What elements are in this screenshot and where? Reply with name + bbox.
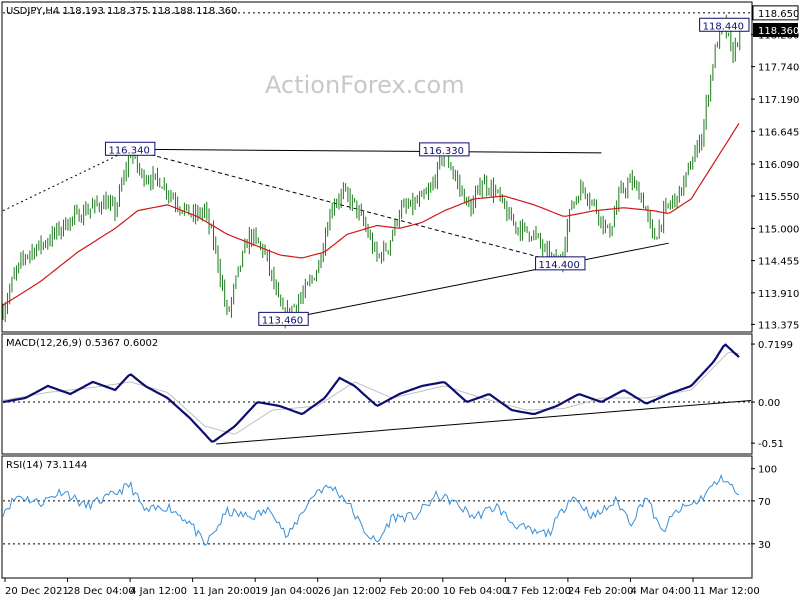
level-price-label: 118.650 — [758, 9, 799, 20]
annotation-box — [104, 141, 156, 156]
x-tick-label: 4 Mar 04:00 — [630, 586, 690, 597]
rsi-line — [2, 474, 740, 547]
price-annotation-5: 118.440 — [699, 17, 750, 32]
rsi-title: RSI(14) 73.1144 — [6, 460, 87, 471]
annotation-label: 114.400 — [539, 260, 580, 271]
level-price-box — [752, 5, 799, 21]
annotation-label: 113.460 — [262, 315, 303, 326]
annotation-label: 118.440 — [703, 21, 744, 32]
watermark: ActionForex.com — [265, 71, 465, 99]
x-tick-label: 26 Jan 12:00 — [318, 586, 381, 597]
y-tick-label: 117.190 — [758, 95, 799, 106]
annotation-box — [419, 142, 470, 157]
y-tick-label: 113.375 — [758, 320, 799, 331]
macd-tick-label: -0.51 — [758, 439, 784, 450]
y-tick-label: 114.455 — [758, 257, 799, 268]
y-tick-label: 115.000 — [758, 224, 799, 235]
price-annotation-2: 116.330 — [419, 142, 470, 157]
macd-panel-frame — [1, 333, 753, 455]
y-tick-label: 116.090 — [758, 160, 799, 171]
level-price-tag: 118.650 — [752, 5, 799, 21]
current-price-box — [753, 22, 798, 37]
annotation-box — [535, 256, 586, 271]
x-tick-label: 20 Dec 2021 — [5, 586, 69, 597]
x-tick-label: 11 Mar 12:00 — [693, 586, 760, 597]
y-tick-label: 117.740 — [758, 63, 799, 74]
rsi-tick-label: 70 — [758, 497, 771, 508]
axis-layer: 113.375 113.910 114.455 115.000 115.550 116.0… — [4, 5, 799, 597]
x-tick-label: 10 Feb 04:00 — [443, 586, 509, 597]
x-tick-label: 24 Feb 20:00 — [568, 586, 634, 597]
x-tick-label: 4 Jan 12:00 — [130, 586, 187, 597]
x-tick-label: 19 Jan 04:00 — [255, 586, 318, 597]
current-price-label: 118.360 — [758, 26, 799, 37]
main-price-layer: 116.340 116.330 113.460 114.400 118.440 — [2, 12, 751, 329]
rsi-layer — [2, 474, 751, 547]
macd-title: MACD(12,26,9) 0.5367 0.6002 — [6, 338, 158, 349]
main-title: USDJPY,H4 118.193 118.375 118.188 118.36… — [6, 6, 237, 17]
trend-line-1 — [2, 148, 131, 212]
annotation-box — [258, 311, 309, 326]
macd-tick-label: 0.00 — [758, 398, 780, 409]
main-panel-frame — [1, 1, 753, 333]
y-tick-label: 116.645 — [758, 127, 799, 138]
trend-line-2 — [130, 148, 602, 154]
macd-line — [2, 343, 740, 443]
y-tick-label: 113.910 — [758, 289, 799, 300]
rsi-tick-label: 30 — [758, 540, 771, 551]
price-annotation-3: 113.460 — [258, 311, 309, 326]
x-tick-label: 2 Feb 20:00 — [380, 586, 439, 597]
annotation-label: 116.340 — [108, 145, 149, 156]
price-annotation-1: 116.340 — [104, 141, 156, 156]
macd-trend-line — [216, 399, 752, 445]
trend-line-4 — [283, 242, 669, 320]
macd-signal-line — [2, 351, 740, 435]
x-tick-label: 11 Jan 20:00 — [193, 586, 256, 597]
price-annotation-4: 114.400 — [535, 256, 586, 271]
rsi-panel-frame — [1, 455, 753, 579]
trend-line-3 — [130, 148, 561, 264]
macd-tick-label: 0.7199 — [758, 340, 793, 351]
rsi-tick-label: 100 — [758, 465, 777, 476]
y-tick-label: 115.550 — [758, 192, 799, 203]
ema-line — [2, 122, 740, 306]
current-price-tag: 118.360 — [753, 22, 799, 37]
annotation-label: 116.330 — [423, 146, 464, 157]
x-tick-label: 28 Dec 04:00 — [68, 586, 135, 597]
macd-layer — [2, 343, 752, 445]
annotation-box — [699, 17, 750, 32]
x-tick-label: 17 Feb 12:00 — [505, 586, 571, 597]
